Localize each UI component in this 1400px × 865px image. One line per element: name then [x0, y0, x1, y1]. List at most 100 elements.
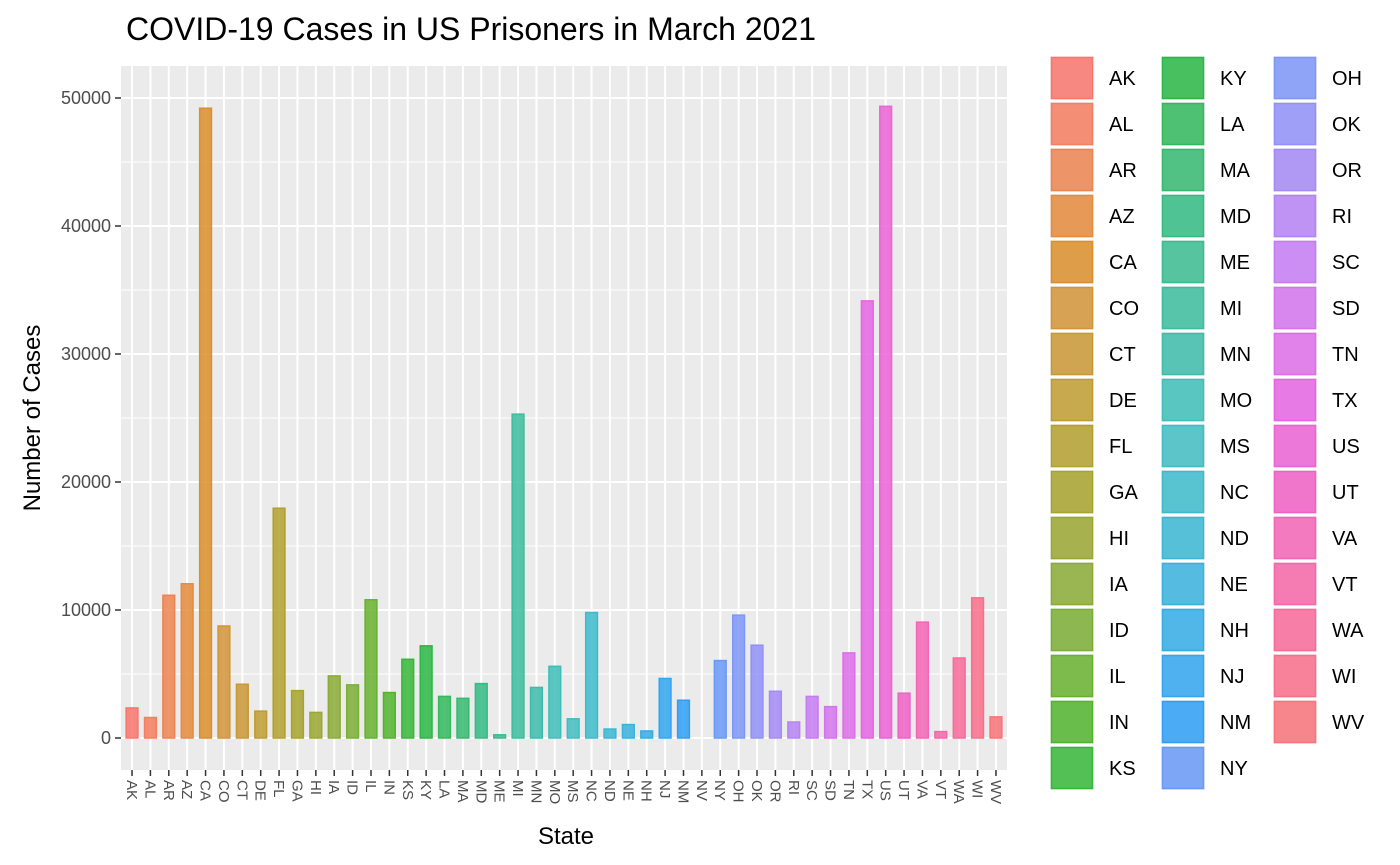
x-tick-label: FL [270, 780, 287, 798]
bar-ny [713, 659, 727, 739]
bar-va [915, 621, 930, 739]
legend-label: RI [1332, 206, 1352, 228]
x-tick-label: CT [233, 780, 250, 800]
legend-label: IA [1109, 574, 1129, 596]
bar-wv [989, 716, 1003, 739]
y-tick-label: 10000 [61, 600, 111, 620]
x-tick-label: MO [546, 780, 563, 804]
bar-ks [401, 658, 415, 739]
bar-ut [897, 692, 911, 739]
legend-swatch-wv [1273, 700, 1317, 744]
x-tick-label: SD [822, 780, 839, 801]
x-tick-label: NY [711, 780, 728, 801]
chart-title: COVID-19 Cases in US Prisoners in March … [126, 11, 816, 47]
legend-swatch-md [1161, 194, 1205, 238]
legend-label: NH [1220, 620, 1249, 642]
legend-label: CO [1109, 298, 1139, 320]
legend-swatch-id [1050, 608, 1094, 652]
legend-swatch-la [1161, 102, 1205, 146]
bar-or [768, 690, 783, 739]
legend-swatch-nm [1161, 700, 1205, 744]
bar-ne [621, 723, 635, 739]
legend-swatch-ne [1161, 562, 1205, 606]
legend-swatch-wi [1273, 654, 1317, 698]
legend-swatch-ca [1050, 240, 1094, 284]
legend-swatch-mo [1161, 378, 1205, 422]
bar-ak [125, 707, 139, 739]
bar-vt [934, 730, 948, 739]
x-tick-label: AK [123, 780, 140, 800]
legend-label: ME [1220, 252, 1250, 274]
x-axis-title: State [538, 823, 594, 850]
bar-fl [272, 507, 286, 739]
x-tick-label: OH [730, 780, 747, 803]
x-tick-label: MI [509, 780, 526, 797]
y-axis: 0 10000 20000 30000 40000 50000 [61, 88, 121, 748]
bar-sc [805, 695, 819, 739]
x-tick-label: WI [969, 780, 986, 798]
legend-label: AK [1109, 68, 1136, 90]
x-tick-label: VT [932, 780, 949, 799]
legend-swatch-co [1050, 286, 1094, 330]
legend-label: MD [1220, 206, 1251, 228]
legend-swatch-sd [1273, 286, 1317, 330]
bar-nc [584, 611, 599, 739]
legend-label: CA [1109, 252, 1137, 274]
bar-ga [290, 689, 305, 739]
bar-ct [235, 683, 249, 739]
x-tick-label: OR [766, 780, 783, 803]
legend-label: OR [1332, 160, 1362, 182]
legend-swatch-az [1050, 194, 1094, 238]
bar-mi [511, 413, 525, 739]
x-tick-label: NV [693, 780, 710, 801]
legend-label: MI [1220, 298, 1242, 320]
x-tick-label: KS [399, 780, 416, 800]
x-tick-label: AZ [178, 780, 195, 799]
legend-swatch-tn [1273, 332, 1317, 376]
legend-label: OH [1332, 68, 1362, 90]
legend-swatch-vt [1273, 562, 1317, 606]
legend-label: HI [1109, 528, 1129, 550]
x-tick-label: MA [454, 780, 471, 803]
x-tick-label: NJ [656, 780, 673, 798]
y-tick-label: 0 [101, 728, 111, 748]
legend-swatch-nj [1161, 654, 1205, 698]
x-tick-label: MN [527, 780, 544, 803]
legend-label: SD [1332, 298, 1360, 320]
legend-label: WI [1332, 666, 1356, 688]
legend-label: FL [1109, 436, 1132, 458]
x-tick-label: AR [160, 780, 177, 801]
bar-sd [823, 705, 838, 739]
bar-nm [676, 699, 691, 739]
legend-label: KS [1109, 758, 1136, 780]
x-tick-label: NH [638, 780, 655, 802]
legend-label: LA [1220, 114, 1245, 136]
legend-swatch-nc [1161, 470, 1205, 514]
legend-label: IN [1109, 712, 1129, 734]
bar-tx [860, 300, 874, 739]
legend-swatch-ky [1161, 56, 1205, 100]
legend-label: ND [1220, 528, 1249, 550]
legend-label: MN [1220, 344, 1251, 366]
legend-label: TX [1332, 390, 1358, 412]
x-tick-label: OK [748, 780, 765, 802]
legend-label: UT [1332, 482, 1359, 504]
x-tick-label: WV [987, 780, 1004, 804]
legend-swatch-mn [1161, 332, 1205, 376]
bar-il [364, 599, 378, 739]
x-tick-label: GA [288, 780, 305, 802]
x-tick-label: DE [252, 780, 269, 801]
y-tick-label: 50000 [61, 88, 111, 108]
legend-label: ID [1109, 620, 1129, 642]
bar-mn [529, 686, 544, 739]
x-tick-label: UT [895, 780, 912, 800]
legend-label: VT [1332, 574, 1358, 596]
bar-wi [970, 597, 985, 739]
x-tick-label: MD [472, 780, 489, 803]
bar-co [217, 625, 231, 739]
x-tick-label: IA [325, 780, 342, 794]
legend-label: NY [1220, 758, 1248, 780]
legend-swatch-nh [1161, 608, 1205, 652]
y-axis-title: Number of Cases [19, 325, 46, 512]
legend-label: NJ [1220, 666, 1244, 688]
